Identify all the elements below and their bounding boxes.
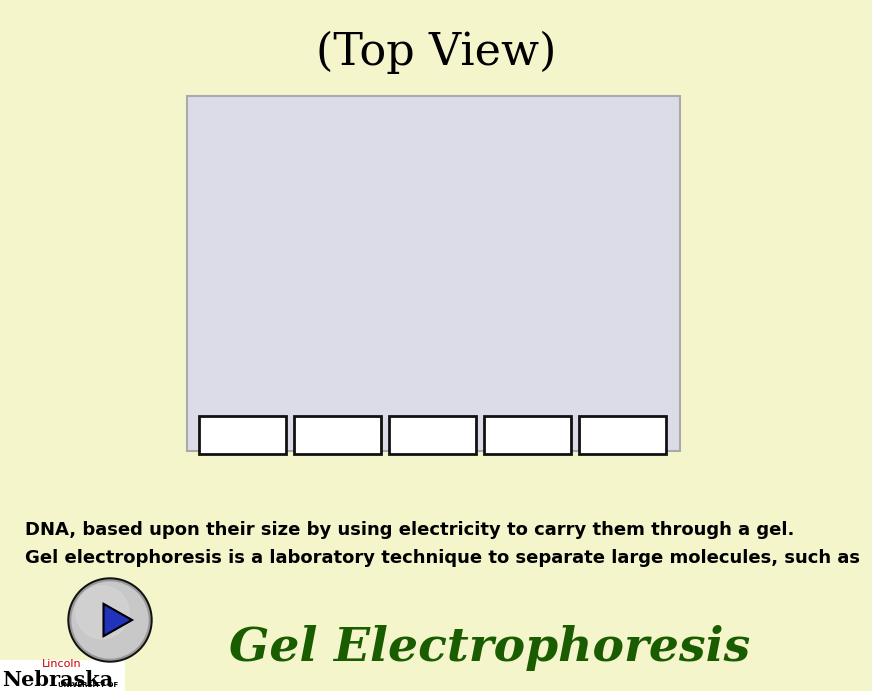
Bar — [199, 416, 286, 454]
Bar — [187, 96, 680, 451]
Text: Gel electrophoresis is a laboratory technique to separate large molecules, such : Gel electrophoresis is a laboratory tech… — [25, 549, 860, 567]
Text: Gel Electrophoresis: Gel Electrophoresis — [229, 625, 751, 671]
Bar — [294, 416, 381, 454]
Circle shape — [76, 586, 129, 639]
Bar — [389, 416, 476, 454]
Circle shape — [72, 582, 148, 658]
Bar — [484, 416, 571, 454]
Text: Lincoln: Lincoln — [42, 659, 82, 669]
Circle shape — [68, 578, 152, 662]
Text: Nebraska: Nebraska — [2, 670, 113, 690]
Text: DNA, based upon their size by using electricity to carry them through a gel.: DNA, based upon their size by using elec… — [25, 521, 794, 539]
Polygon shape — [104, 604, 132, 636]
Text: (Top View): (Top View) — [316, 30, 556, 74]
Circle shape — [70, 580, 150, 660]
Bar — [0, 660, 125, 691]
Bar — [579, 416, 666, 454]
Text: UNIVERSITY OF: UNIVERSITY OF — [58, 682, 119, 688]
